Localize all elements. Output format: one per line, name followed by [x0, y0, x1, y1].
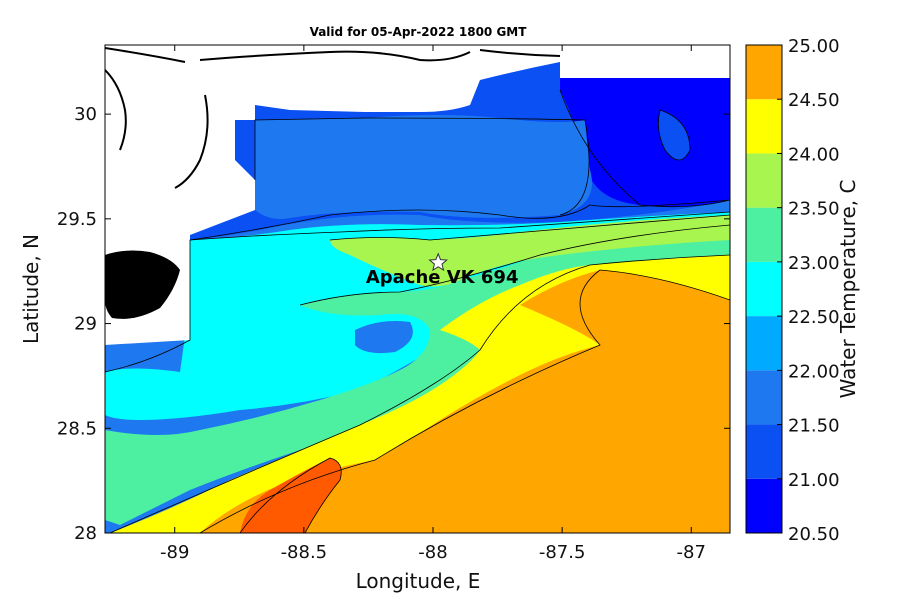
colorbar-tick-label: 22.00: [788, 361, 840, 382]
annotation-layer: Apache VK 694: [366, 252, 519, 288]
colorbar-segment: [746, 261, 782, 317]
contour-line-24-0: [109, 254, 730, 533]
x-axis-label: Longitude, E: [356, 569, 481, 593]
colorbar-tick-label: 21.50: [788, 416, 840, 437]
y-tick-label: 28: [74, 523, 97, 544]
x-tick-label: -87.5: [539, 542, 586, 563]
x-axis-ticks: -89 -88.5 -88 -87.5 -87: [160, 45, 706, 563]
colorbar-segment: [746, 99, 782, 154]
y-tick-label: 30: [74, 104, 97, 125]
plot-area: [105, 45, 730, 533]
colorbar-tick-label: 24.50: [788, 90, 840, 111]
y-axis-label: Latitude, N: [19, 234, 43, 344]
colorbar-tick-label: 24.00: [788, 144, 840, 165]
contour-line-21-0: [559, 89, 730, 208]
land-coastline-north: [105, 47, 561, 63]
colorbar-segment: [746, 207, 782, 262]
y-axis-ticks: 28 28.5 29 29.5 30: [57, 104, 730, 544]
contour-band-22-0-pocket: [355, 321, 413, 354]
colorbar-segment: [746, 45, 782, 100]
x-tick-label: -89: [160, 542, 189, 563]
colorbar-tick-label: 22.50: [788, 307, 840, 328]
contour-band-24-5: [200, 270, 730, 533]
y-tick-label: 29.5: [57, 209, 97, 230]
contour-band-21-0: [560, 55, 730, 207]
contour-band-21-5-inner: [658, 110, 690, 160]
contour-line-23-0: [299, 224, 730, 306]
x-tick-label: -88: [418, 542, 447, 563]
contour-line-22-0: [189, 199, 730, 241]
contour-band-22-0-upper: [255, 115, 592, 219]
contour-band-25-0: [240, 458, 342, 533]
contour-line-21-5: [254, 117, 590, 216]
colorbar-segment: [746, 316, 782, 371]
contour-band-23-5: [330, 215, 730, 287]
chart-title: Valid for 05-Apr-2022 1800 GMT: [310, 25, 528, 39]
x-tick-label: -88.5: [281, 542, 328, 563]
colorbar-segment: [746, 370, 782, 425]
plot-frame: [104, 44, 731, 534]
colorbar-tick-label: 23.50: [788, 199, 840, 220]
contour-line-25-0: [239, 457, 342, 533]
colorbar-label: Water Temperature, C: [836, 180, 860, 399]
colorbar-tick-label: 20.50: [788, 524, 840, 545]
star-marker: [428, 252, 448, 272]
colorbar-tick-label: 21.00: [788, 470, 840, 491]
land-mass-west: [105, 250, 180, 319]
contour-line-24-5: [199, 269, 730, 533]
contour-lines: [105, 89, 730, 533]
annotation-label: Apache VK 694: [366, 267, 519, 288]
y-tick-label: 29: [74, 314, 97, 335]
contour-line-22-5: [105, 211, 730, 373]
colorbar-frame: [745, 44, 783, 534]
colorbar-segment: [746, 424, 782, 479]
contour-line-23-5: [329, 214, 730, 241]
colorbar-segment: [746, 478, 782, 533]
colorbar-tick-label: 25.00: [788, 36, 840, 57]
x-tick-label: -87: [677, 542, 706, 563]
colorbar: 20.50 21.00 21.50 22.00 22.50 23.00 23.50 24.00…: [745, 36, 840, 545]
colorbar-tick-label: 23.00: [788, 253, 840, 274]
land-coastline-west: [105, 69, 209, 189]
y-tick-label: 28.5: [57, 418, 97, 439]
colorbar-segment: [746, 153, 782, 208]
no-data-region-north: [105, 45, 730, 120]
